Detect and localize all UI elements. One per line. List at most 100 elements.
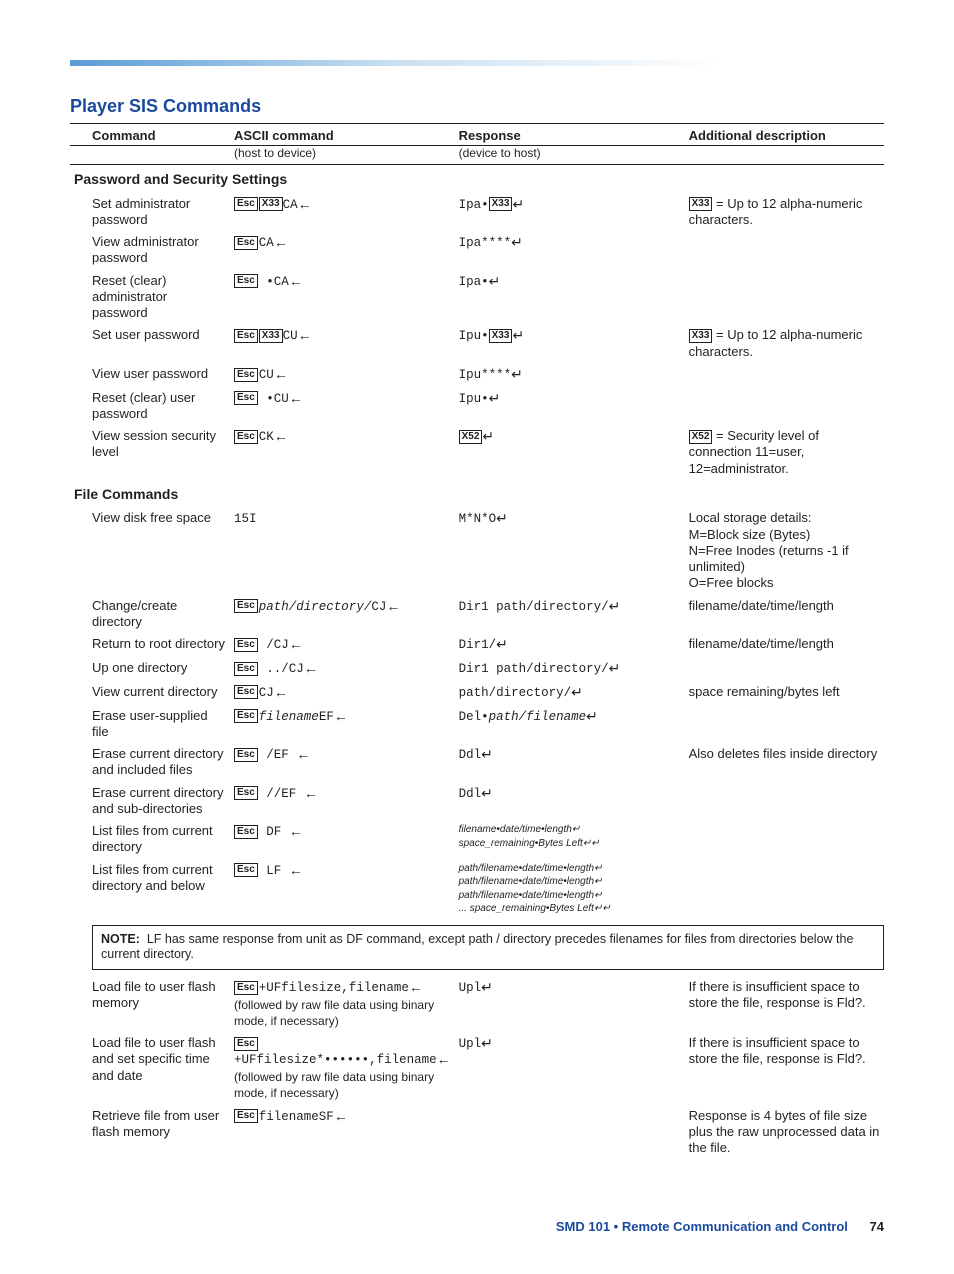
group-header: Password and Security Settings — [70, 165, 884, 193]
description-cell: X33 = Up to 12 alpha-numeric characters. — [685, 324, 884, 363]
description-cell: X33 = Up to 12 alpha-numeric characters. — [685, 193, 884, 232]
table-row: Load file to user flash memoryEsc+UFfile… — [70, 976, 884, 1032]
response-cell: Ipa**** — [455, 231, 685, 270]
table-row: Set administrator passwordEscX33CAIpa•X3… — [70, 193, 884, 232]
ascii-cell: Esc+UFfilesize,filename(followed by raw … — [230, 976, 455, 1032]
description-cell: filename/date/time/length — [685, 633, 884, 657]
col-response: Response — [455, 124, 685, 146]
response-cell: Upl — [455, 1032, 685, 1105]
response-cell: Ipu**** — [455, 363, 685, 387]
ascii-cell: EscX33CA — [230, 193, 455, 232]
ascii-cell: Esc ../CJ — [230, 657, 455, 681]
response-cell: Dir1/ — [455, 633, 685, 657]
ascii-cell: EscCU — [230, 363, 455, 387]
response-cell: Ipa• — [455, 270, 685, 325]
ascii-cell: Esc DF — [230, 820, 455, 859]
response-cell: Ipa•X33 — [455, 193, 685, 232]
table-row: Change/create directoryEscpath/directory… — [70, 595, 884, 634]
table-subheader-row: (host to device) (device to host) — [70, 146, 884, 165]
response-cell — [455, 1105, 685, 1160]
command-cell: Erase current directory and sub-director… — [70, 782, 230, 821]
description-cell — [685, 231, 884, 270]
col-ascii: ASCII command — [230, 124, 455, 146]
note-box: NOTE: LF has same response from unit as … — [92, 925, 884, 970]
ascii-subhead: (host to device) — [230, 146, 455, 165]
commands-table: Command ASCII command Response Additiona… — [70, 123, 884, 1159]
response-subhead: (device to host) — [455, 146, 685, 165]
response-cell: path/filename•date/time•length↵path/file… — [455, 859, 685, 919]
ascii-cell: Esc /CJ — [230, 633, 455, 657]
command-cell: View administrator password — [70, 231, 230, 270]
table-row: Erase user-supplied fileEscfilenameEFDel… — [70, 705, 884, 744]
command-cell: View user password — [70, 363, 230, 387]
table-row: Erase current directory and included fil… — [70, 743, 884, 782]
ascii-cell: EscfilenameSF — [230, 1105, 455, 1160]
table-row: View user passwordEscCUIpu**** — [70, 363, 884, 387]
command-cell: View current directory — [70, 681, 230, 705]
response-cell: Ipu•X33 — [455, 324, 685, 363]
description-cell — [685, 782, 884, 821]
command-cell: Change/create directory — [70, 595, 230, 634]
command-cell: View session security level — [70, 425, 230, 480]
response-cell: Dir1 path/directory/ — [455, 595, 685, 634]
page-container: Player SIS Commands Command ASCII comman… — [0, 0, 954, 1274]
description-cell: If there is insufficient space to store … — [685, 1032, 884, 1105]
response-cell: Upl — [455, 976, 685, 1032]
table-row: Retrieve file from user flash memoryEscf… — [70, 1105, 884, 1160]
table-row: View administrator passwordEscCAIpa**** — [70, 231, 884, 270]
table-body: Password and Security SettingsSet admini… — [70, 165, 884, 1160]
section-title: Player SIS Commands — [70, 96, 884, 117]
command-cell: Reset (clear) user password — [70, 387, 230, 426]
description-cell: space remaining/bytes left — [685, 681, 884, 705]
ascii-cell: Esc •CA — [230, 270, 455, 325]
response-cell: Ipu• — [455, 387, 685, 426]
response-cell: X52 — [455, 425, 685, 480]
footer-page-number: 74 — [870, 1219, 884, 1234]
command-cell: View disk free space — [70, 507, 230, 594]
ascii-cell: Esc //EF — [230, 782, 455, 821]
description-cell: Response is 4 bytes of file size plus th… — [685, 1105, 884, 1160]
ascii-cell: 15I — [230, 507, 455, 594]
command-cell: List files from current directory — [70, 820, 230, 859]
ascii-cell: EscCA — [230, 231, 455, 270]
description-cell — [685, 820, 884, 859]
footer-doc-title: SMD 101 • Remote Communication and Contr… — [556, 1219, 848, 1234]
description-cell — [685, 705, 884, 744]
group-header: File Commands — [70, 480, 884, 508]
ascii-cell: EscfilenameEF — [230, 705, 455, 744]
command-cell: Set user password — [70, 324, 230, 363]
table-row: View current directoryEscCJpath/director… — [70, 681, 884, 705]
table-row: Erase current directory and sub-director… — [70, 782, 884, 821]
command-cell: Return to root directory — [70, 633, 230, 657]
table-row: View disk free space15IM*N*OLocal storag… — [70, 507, 884, 594]
command-cell: Load file to user flash and set specific… — [70, 1032, 230, 1105]
command-cell: Erase current directory and included fil… — [70, 743, 230, 782]
table-row: Reset (clear) user passwordEsc •CUIpu• — [70, 387, 884, 426]
response-cell: Del•path/filename — [455, 705, 685, 744]
table-row: Up one directoryEsc ../CJDir1 path/direc… — [70, 657, 884, 681]
response-cell: filename•date/time•length↵space_remainin… — [455, 820, 685, 859]
ascii-cell: Esc+UFfilesize*••••••,filename(followed … — [230, 1032, 455, 1105]
table-row: Set user passwordEscX33CUIpu•X33X33 = Up… — [70, 324, 884, 363]
ascii-cell: Esc /EF — [230, 743, 455, 782]
description-cell — [685, 270, 884, 325]
col-command: Command — [70, 124, 230, 146]
description-cell — [685, 657, 884, 681]
ascii-cell: Esc •CU — [230, 387, 455, 426]
ascii-cell: EscCK — [230, 425, 455, 480]
command-cell: Load file to user flash memory — [70, 976, 230, 1032]
description-cell: Also deletes files inside directory — [685, 743, 884, 782]
table-row: Load file to user flash and set specific… — [70, 1032, 884, 1105]
col-additional: Additional description — [685, 124, 884, 146]
table-row: Reset (clear) administrator passwordEsc … — [70, 270, 884, 325]
ascii-cell: Esc LF — [230, 859, 455, 919]
command-cell: Erase user-supplied file — [70, 705, 230, 744]
table-row: View session security levelEscCKX52X52 =… — [70, 425, 884, 480]
table-row: Return to root directoryEsc /CJDir1/file… — [70, 633, 884, 657]
note-row: NOTE: LF has same response from unit as … — [70, 919, 884, 976]
command-cell: Retrieve file from user flash memory — [70, 1105, 230, 1160]
response-cell: M*N*O — [455, 507, 685, 594]
response-cell: Ddl — [455, 782, 685, 821]
command-cell: Up one directory — [70, 657, 230, 681]
top-accent-bar — [70, 60, 884, 66]
